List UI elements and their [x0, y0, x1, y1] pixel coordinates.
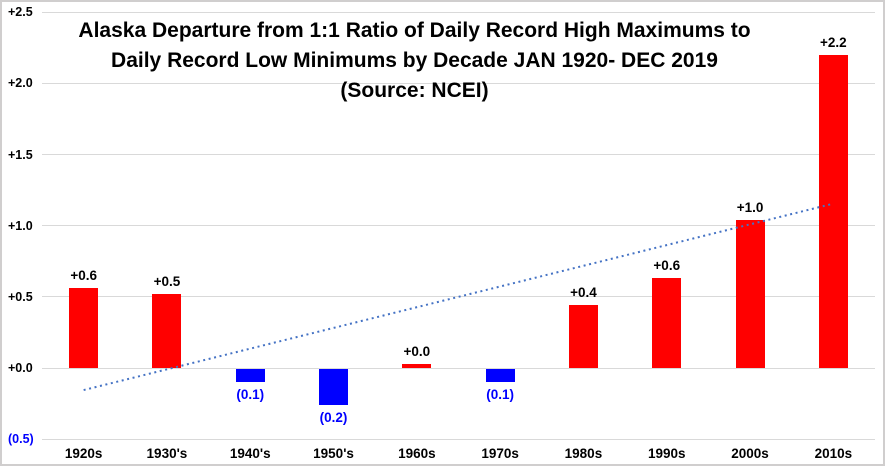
bar-value-label: (0.2): [319, 409, 348, 425]
y-axis-tick-label: +1.5: [8, 147, 33, 162]
y-axis-tick-label: +0.0: [8, 361, 33, 375]
x-axis-label-1920s: 1920s: [64, 446, 103, 461]
bar-value-label: +1.0: [736, 200, 764, 215]
x-axis-label-2010s: 2010s: [814, 446, 853, 461]
bar-value-label: (0.1): [486, 386, 515, 402]
bar-value-label: (0.1): [236, 386, 265, 402]
bar-1990s: [652, 278, 682, 368]
bar-1920s: [69, 288, 99, 368]
bar-value-label: +0.4: [570, 285, 597, 301]
x-axis-label-1930's: 1930's: [146, 446, 188, 461]
x-axis-label-1960s: 1960s: [398, 446, 436, 461]
bar-1960s: [402, 363, 432, 368]
bar-1980s: [568, 305, 598, 368]
x-axis-label-1940's: 1940's: [229, 446, 271, 461]
chart-title-line1: Alaska Departure from 1:1 Ratio of Daily…: [78, 19, 751, 42]
x-axis-label-2000s: 2000s: [731, 446, 769, 461]
chart-title-line3: (Source: NCEI): [340, 79, 489, 102]
bar-value-label: +2.2: [820, 34, 847, 50]
bar-1950's: [319, 369, 349, 405]
y-axis-tick-label: +0.5: [8, 289, 33, 304]
bar-2000s: [735, 220, 765, 368]
x-axis-label-1980s: 1980s: [564, 446, 603, 461]
bar-value-label: +0.0: [403, 343, 431, 359]
chart-title-line2: Daily Record Low Minimums by Decade JAN …: [111, 49, 718, 72]
gridline: [42, 438, 875, 440]
bar-1970s: [485, 369, 515, 382]
y-axis-tick-label: (0.5): [8, 432, 34, 447]
gridline: [42, 82, 875, 84]
bar-value-label: +0.6: [70, 268, 97, 284]
gridline: [42, 11, 875, 13]
bar-value-label: +0.6: [653, 258, 681, 274]
x-axis-label-1970s: 1970s: [481, 446, 519, 461]
x-axis-label-1950's: 1950's: [313, 446, 354, 461]
bar-value-label: +0.5: [153, 274, 181, 289]
x-axis-label-1990s: 1990s: [647, 446, 686, 461]
y-axis-tick-label: +2.5: [8, 5, 33, 20]
bar-1930's: [152, 294, 182, 368]
bar-1940's: [235, 369, 265, 382]
gridline: [42, 154, 875, 156]
y-axis-tick-label: +2.0: [8, 76, 33, 91]
chart-title: Alaska Departure from 1:1 Ratio of Daily…: [2, 16, 827, 106]
y-axis-tick-label: +1.0: [8, 218, 33, 233]
